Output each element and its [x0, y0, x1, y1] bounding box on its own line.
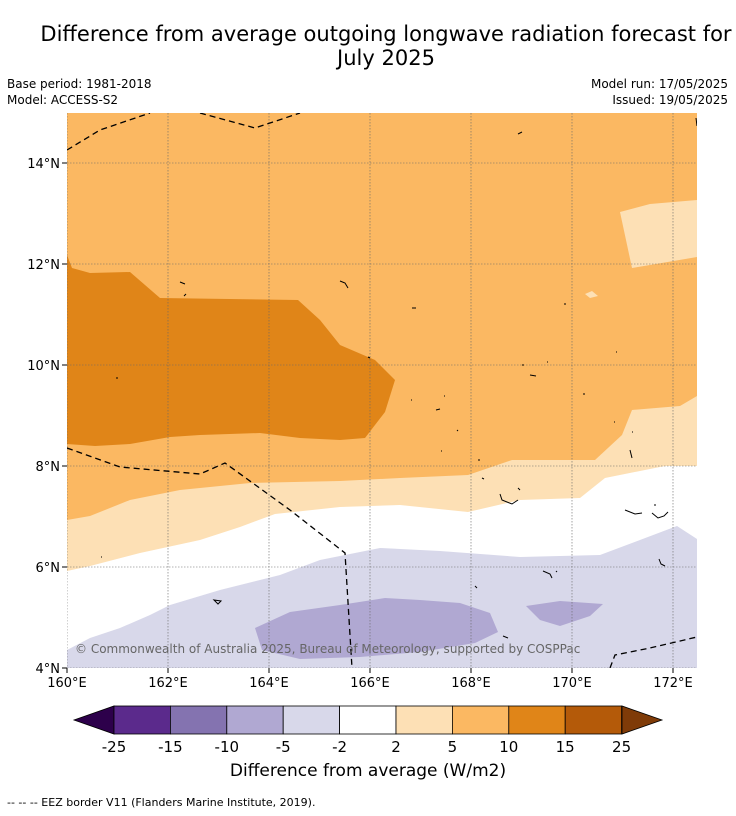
copyright-notice: © Commonwealth of Australia 2025, Bureau… — [75, 642, 580, 656]
lat-label: 4°N — [36, 662, 61, 677]
lon-label: 160°E — [47, 676, 87, 691]
lon-label: 164°E — [249, 676, 289, 691]
base-period: Base period: 1981-2018 — [7, 77, 152, 91]
islands — [101, 117, 697, 639]
title-line-1: Difference from average outgoing longwav… — [40, 22, 732, 46]
colorbar-tick-label: 5 — [448, 738, 458, 756]
lon-label: 172°E — [653, 676, 693, 691]
colorbar-bin — [282, 705, 341, 735]
graticule — [67, 113, 697, 668]
lon-label: 170°E — [552, 676, 592, 691]
colorbar-tick-label: -15 — [158, 738, 183, 756]
anomaly-2-5-speck — [585, 291, 598, 298]
colorbar-tick-label: 15 — [556, 738, 575, 756]
title-line-2: July 2025 — [337, 46, 435, 70]
lon-label: 162°E — [148, 676, 188, 691]
colorbar-tick-label: -25 — [102, 738, 127, 756]
model-name: Model: ACCESS-S2 — [7, 93, 119, 107]
longitude-labels: 160°E 162°E 164°E 166°E 168°E 170°E 172°… — [47, 676, 693, 691]
colorbar-extend-low — [72, 705, 115, 735]
colorbar-title: Difference from average (W/m2) — [229, 761, 507, 781]
eez-legend-note: -- -- -- EEZ border V11 (Flanders Marine… — [7, 796, 316, 809]
meta-right: Model run: 17/05/2025 Issued: 19/05/2025 — [591, 76, 728, 108]
lat-label: 14°N — [27, 157, 60, 172]
latitude-labels: 14°N 12°N 10°N 8°N 6°N 4°N — [27, 157, 60, 677]
colorbar-bin — [508, 705, 566, 735]
axis-ticks — [62, 162, 674, 673]
issued-date: Issued: 19/05/2025 — [612, 93, 728, 107]
anomaly-10-15-region — [67, 255, 395, 446]
colorbar-bin — [226, 705, 284, 735]
lon-label: 166°E — [350, 676, 390, 691]
colorbar-extend-high — [621, 705, 664, 735]
colorbar-tick-label: -5 — [276, 738, 291, 756]
model-run: Model run: 17/05/2025 — [590, 77, 728, 91]
anomaly-minus10-minus5-region — [255, 598, 498, 659]
lat-label: 8°N — [36, 460, 61, 475]
colorbar-bin — [169, 705, 228, 735]
colorbar-tick-label: 10 — [499, 738, 518, 756]
colorbar: -25 -15 -10 -5 -2 2 5 10 15 25 — [72, 705, 664, 756]
meta-left: Base period: 1981-2018 Model: ACCESS-S2 — [7, 76, 152, 108]
colorbar-tick-label: -2 — [332, 738, 347, 756]
lat-label: 10°N — [27, 359, 60, 374]
colorbar-bin — [395, 705, 453, 735]
map-area: © Commonwealth of Australia 2025, Bureau… — [67, 113, 697, 668]
lat-label: 12°N — [27, 258, 60, 273]
anomaly-minus5-minus2-region — [67, 526, 697, 668]
colorbar-bin — [339, 705, 397, 735]
colorbar-bin — [564, 705, 623, 735]
anomaly-2-5-patch — [620, 200, 697, 268]
lat-label: 6°N — [36, 561, 61, 576]
map-title: Difference from average outgoing longwav… — [36, 22, 736, 70]
colorbar-tick-label: -10 — [215, 738, 240, 756]
colorbar-tick-label: 2 — [391, 738, 401, 756]
colorbar-bin — [451, 705, 510, 735]
lon-label: 168°E — [451, 676, 491, 691]
eez-borders — [67, 113, 697, 668]
colorbar-bin — [113, 705, 171, 735]
colorbar-tick-label: 25 — [612, 738, 631, 756]
anomaly-minus10-minus5-region-east — [526, 601, 603, 626]
